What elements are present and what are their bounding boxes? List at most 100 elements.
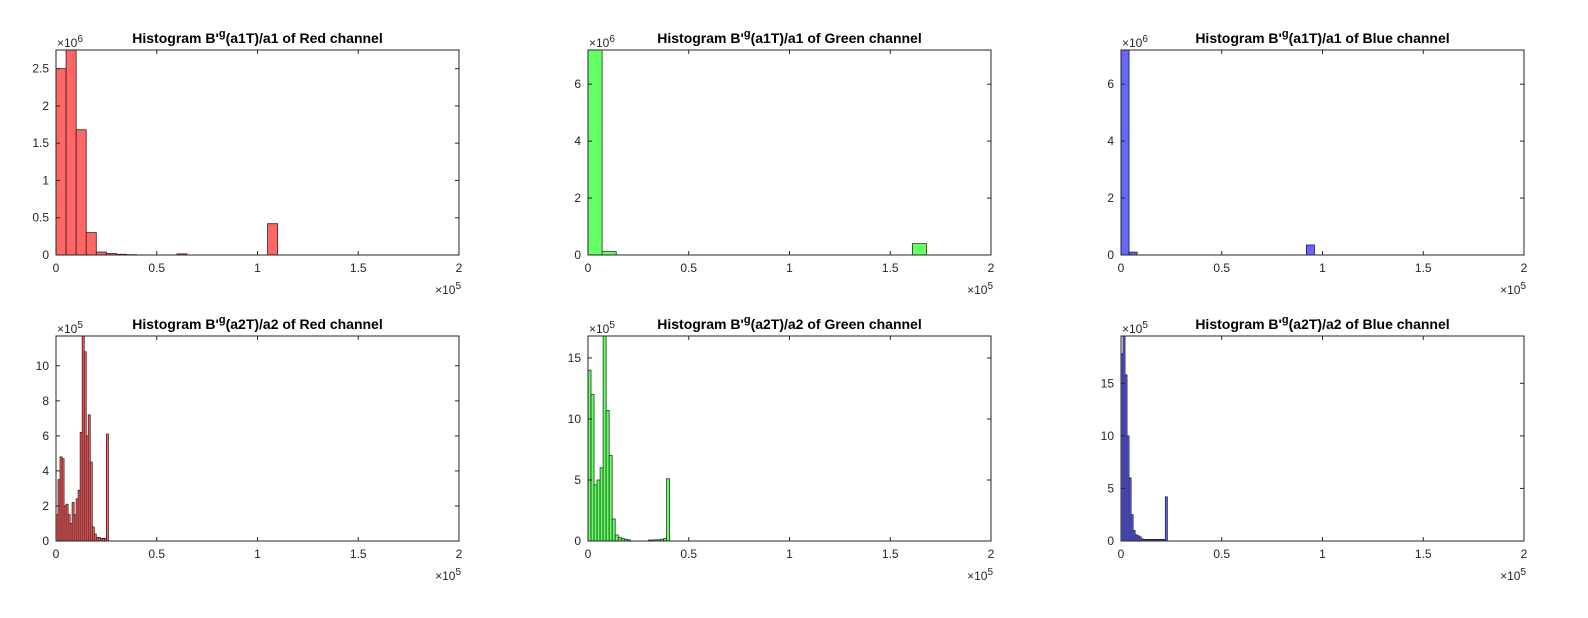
- y-tick-label: 2: [574, 191, 581, 205]
- histogram-bar: [105, 433, 109, 542]
- y-axis-multiplier: ×106: [1122, 34, 1148, 50]
- x-tick-label: 0: [1118, 547, 1125, 561]
- x-tick-label: 1.5: [1415, 547, 1432, 561]
- y-axis-multiplier: ×105: [1122, 320, 1148, 336]
- chart-title: Histogram B'g(a1T)/a1 of Red channel: [132, 28, 382, 46]
- x-axis-multiplier: ×105: [1500, 567, 1526, 583]
- x-tick-label: 1: [1319, 547, 1326, 561]
- x-tick-label: 0: [585, 261, 592, 275]
- x-tick-label: 1: [786, 261, 793, 275]
- x-axis-multiplier: ×105: [435, 281, 461, 297]
- x-tick-label: 2: [456, 261, 463, 275]
- y-tick-label: 15: [568, 351, 582, 365]
- histogram-bar: [608, 455, 613, 542]
- y-tick-label: 2: [42, 499, 49, 513]
- y-tick-label: 1: [42, 173, 49, 187]
- histogram-bar: [1305, 244, 1315, 256]
- y-tick-label: 5: [574, 473, 581, 487]
- chart-title-text: (a1T)/a1 of Blue channel: [1289, 30, 1450, 46]
- y-tick-label: 4: [42, 464, 49, 478]
- y-tick-label: 2: [1107, 191, 1114, 205]
- chart-title-text: Histogram B': [132, 30, 219, 46]
- x-tick-label: 1: [1319, 261, 1326, 275]
- plot-area: [1121, 336, 1524, 541]
- y-tick-label: 0: [1107, 248, 1114, 262]
- histogram-bar: [666, 478, 671, 542]
- x-tick-label: 1: [786, 547, 793, 561]
- x-tick-label: 2: [988, 547, 995, 561]
- chart-title-superscript: g: [744, 28, 751, 40]
- x-tick-label: 0: [53, 261, 60, 275]
- y-tick-label: 2: [42, 99, 49, 113]
- chart-title-superscript: g: [219, 28, 226, 40]
- y-axis-multiplier: ×105: [589, 320, 615, 336]
- x-tick-label: 1: [254, 261, 261, 275]
- y-tick-label: 5: [1107, 481, 1114, 495]
- histogram-bar: [590, 394, 595, 542]
- plot-area: [588, 336, 991, 541]
- y-tick-label: 0: [574, 534, 581, 548]
- plot-area: [56, 336, 459, 541]
- chart-title-text: (a2T)/a2 of Blue channel: [1289, 316, 1450, 332]
- histogram-bar: [611, 518, 616, 542]
- x-axis-multiplier: ×105: [967, 567, 993, 583]
- chart-title: Histogram B'g(a2T)/a2 of Green channel: [657, 314, 921, 332]
- histogram-bar: [75, 129, 87, 256]
- chart-title-text: (a2T)/a2 of Red channel: [226, 316, 383, 332]
- y-tick-label: 6: [42, 429, 49, 443]
- x-tick-label: 0: [53, 547, 60, 561]
- chart-title-text: (a2T)/a2 of Green channel: [751, 316, 922, 332]
- histogram-panel-2: 0 0.5 1 1.5 2 0 2 4 6 ×106 ×105 Histogram B'g(a1T)/…: [574, 28, 994, 297]
- x-axis-multiplier: ×105: [435, 567, 461, 583]
- histogram-bar: [55, 68, 67, 256]
- histogram-bar: [599, 467, 604, 542]
- x-axis-multiplier: ×105: [1500, 281, 1526, 297]
- chart-title-text: Histogram B': [1195, 316, 1282, 332]
- chart-title: Histogram B'g(a2T)/a2 of Red channel: [132, 314, 382, 332]
- y-tick-label: 0.5: [32, 211, 49, 225]
- histogram-panel-3: 0 0.5 1 1.5 2 0 2 4 6 ×106 ×105 Histogram B'g(a1T)/…: [1107, 28, 1527, 297]
- chart-title-text: (a1T)/a1 of Red channel: [226, 30, 383, 46]
- x-tick-label: 1.5: [882, 547, 899, 561]
- histogram-bar: [85, 232, 97, 256]
- x-tick-label: 2: [1521, 547, 1528, 561]
- chart-title-superscript: g: [1282, 28, 1289, 40]
- x-tick-label: 2: [988, 261, 995, 275]
- histogram-bar: [65, 49, 77, 256]
- histogram-bar: [605, 410, 610, 542]
- histogram-bar: [614, 534, 619, 542]
- x-tick-label: 0: [585, 547, 592, 561]
- chart-title-superscript: g: [744, 314, 751, 326]
- chart-title-text: Histogram B': [132, 316, 219, 332]
- y-tick-label: 0: [42, 248, 49, 262]
- y-axis-multiplier: ×106: [57, 34, 83, 50]
- x-tick-label: 1.5: [882, 261, 899, 275]
- y-tick-label: 0: [42, 534, 49, 548]
- histogram-bar: [1120, 49, 1130, 256]
- x-tick-label: 2: [1521, 261, 1528, 275]
- y-tick-label: 0: [574, 248, 581, 262]
- plot-area: [1121, 50, 1524, 255]
- x-tick-label: 0: [1118, 261, 1125, 275]
- x-tick-label: 0.5: [1213, 261, 1230, 275]
- x-tick-label: 0.5: [148, 261, 165, 275]
- chart-title-text: (a1T)/a1 of Green channel: [751, 30, 922, 46]
- x-tick-label: 1.5: [1415, 261, 1432, 275]
- plot-area: [56, 50, 459, 255]
- chart-title-text: Histogram B': [1195, 30, 1282, 46]
- y-tick-label: 10: [568, 412, 582, 426]
- y-tick-label: 2.5: [32, 62, 49, 76]
- histogram-bar: [912, 243, 927, 256]
- chart-title: Histogram B'g(a1T)/a1 of Green channel: [657, 28, 921, 46]
- plot-area: [588, 50, 991, 255]
- y-tick-label: 10: [36, 359, 50, 373]
- x-tick-label: 0.5: [1213, 547, 1230, 561]
- histogram-bar: [593, 484, 598, 542]
- y-axis-multiplier: ×106: [589, 34, 615, 50]
- histogram-bar: [602, 335, 607, 542]
- y-tick-label: 0: [1107, 534, 1114, 548]
- y-tick-label: 6: [574, 77, 581, 91]
- y-axis-multiplier: ×105: [57, 320, 83, 336]
- histogram-panel-6: 0 0.5 1 1.5 2 0 5 10 15 ×105 ×105 Histogram B'g(a2T…: [1101, 314, 1528, 583]
